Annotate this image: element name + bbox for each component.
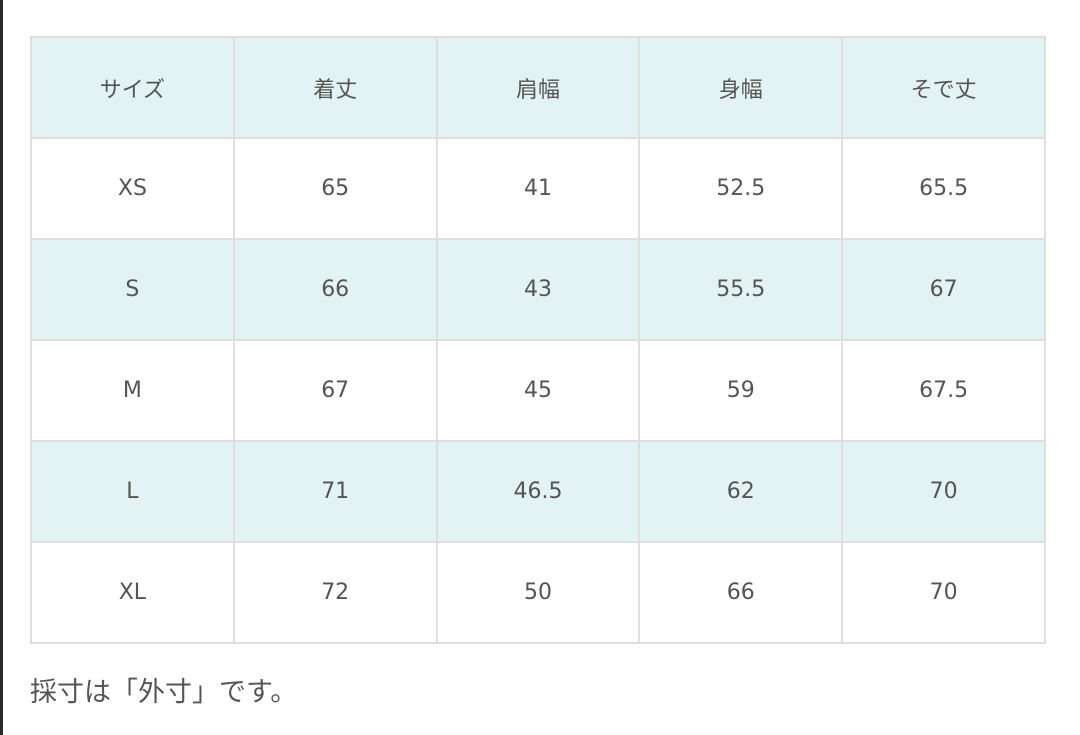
table-row: L 71 46.5 62 70 [30, 440, 1046, 543]
measurement-cell: 65.5 [841, 137, 1046, 240]
measurement-cell: 55.5 [638, 238, 844, 341]
column-header: 身幅 [638, 36, 844, 139]
measurement-cell: 62 [638, 440, 844, 543]
measurement-cell: 67 [841, 238, 1046, 341]
measurement-cell: 43 [435, 238, 641, 341]
measurement-cell: 41 [435, 137, 641, 240]
measurement-cell: 52.5 [638, 137, 844, 240]
table-row: S 66 43 55.5 67 [30, 238, 1046, 341]
size-table: サイズ 着丈 肩幅 身幅 そで丈 XS 65 41 52.5 65.5 S 66 43 55.5 67 M 6… [30, 36, 1046, 644]
table-row: XL 72 50 66 70 [30, 541, 1046, 644]
column-header: そで丈 [841, 36, 1046, 139]
header-row: サイズ 着丈 肩幅 身幅 そで丈 [30, 36, 1046, 139]
table-row: M 67 45 59 67.5 [30, 339, 1046, 442]
column-header: サイズ [30, 36, 235, 139]
column-header: 着丈 [232, 36, 438, 139]
column-header: 肩幅 [435, 36, 641, 139]
size-cell: XS [30, 137, 235, 240]
measurement-cell: 70 [841, 440, 1046, 543]
measurement-cell: 67 [232, 339, 438, 442]
table-row: XS 65 41 52.5 65.5 [30, 137, 1046, 240]
measurement-note: 採寸は「外寸」です。 [30, 677, 298, 708]
measurement-cell: 45 [435, 339, 641, 442]
measurement-cell: 70 [841, 541, 1046, 644]
size-cell: M [30, 339, 235, 442]
measurement-cell: 50 [435, 541, 641, 644]
size-cell: XL [30, 541, 235, 644]
left-edge-divider [0, 0, 3, 735]
measurement-cell: 59 [638, 339, 844, 442]
size-cell: L [30, 440, 235, 543]
measurement-cell: 65 [232, 137, 438, 240]
measurement-cell: 66 [638, 541, 844, 644]
measurement-cell: 71 [232, 440, 438, 543]
measurement-cell: 66 [232, 238, 438, 341]
measurement-cell: 67.5 [841, 339, 1046, 442]
measurement-cell: 72 [232, 541, 438, 644]
size-cell: S [30, 238, 235, 341]
measurement-cell: 46.5 [435, 440, 641, 543]
